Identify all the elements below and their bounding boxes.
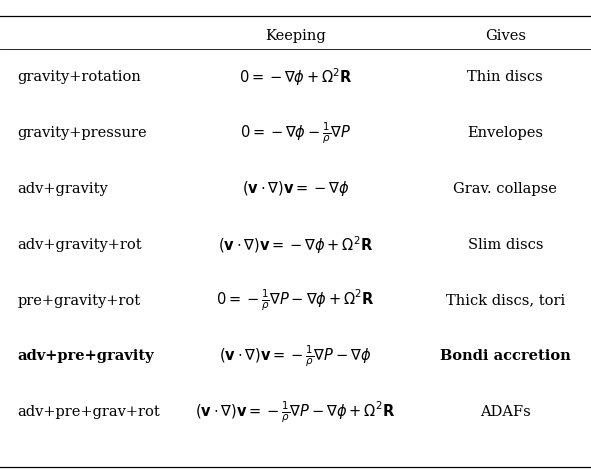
Text: adv+pre+grav+rot: adv+pre+grav+rot	[18, 404, 161, 418]
Text: Envelopes: Envelopes	[467, 126, 543, 140]
Text: $(\mathbf{v}\cdot\nabla)\mathbf{v} = -\nabla\phi + \Omega^2\mathbf{R}$: $(\mathbf{v}\cdot\nabla)\mathbf{v} = -\n…	[218, 233, 373, 255]
Text: Grav. collapse: Grav. collapse	[453, 181, 557, 196]
Text: Gives: Gives	[485, 29, 526, 43]
Text: $0 = -\nabla\phi - \frac{1}{\rho}\nabla P$: $0 = -\nabla\phi - \frac{1}{\rho}\nabla …	[240, 120, 351, 145]
Text: Bondi accretion: Bondi accretion	[440, 348, 571, 363]
Text: $(\mathbf{v}\cdot\nabla)\mathbf{v} = -\nabla\phi$: $(\mathbf{v}\cdot\nabla)\mathbf{v} = -\n…	[242, 179, 349, 198]
Text: $(\mathbf{v}\cdot\nabla)\mathbf{v} = -\frac{1}{\rho}\nabla P - \nabla\phi$: $(\mathbf{v}\cdot\nabla)\mathbf{v} = -\f…	[219, 343, 372, 368]
Text: Keeping: Keeping	[265, 29, 326, 43]
Text: ADAFs: ADAFs	[480, 404, 531, 418]
Text: adv+gravity+rot: adv+gravity+rot	[18, 237, 142, 251]
Text: adv+gravity: adv+gravity	[18, 181, 109, 196]
Text: pre+gravity+rot: pre+gravity+rot	[18, 293, 141, 307]
Text: $(\mathbf{v}\cdot\nabla)\mathbf{v} = -\frac{1}{\rho}\nabla P - \nabla\phi + \Ome: $(\mathbf{v}\cdot\nabla)\mathbf{v} = -\f…	[196, 399, 395, 424]
Text: Thin discs: Thin discs	[467, 70, 543, 84]
Text: Thick discs, tori: Thick discs, tori	[446, 293, 565, 307]
Text: gravity+pressure: gravity+pressure	[18, 126, 147, 140]
Text: $0 = -\frac{1}{\rho}\nabla P - \nabla\phi + \Omega^2\mathbf{R}$: $0 = -\frac{1}{\rho}\nabla P - \nabla\ph…	[216, 288, 375, 312]
Text: Slim discs: Slim discs	[467, 237, 543, 251]
Text: $0 = -\nabla\phi + \Omega^2\mathbf{R}$: $0 = -\nabla\phi + \Omega^2\mathbf{R}$	[239, 66, 352, 88]
Text: gravity+rotation: gravity+rotation	[18, 70, 142, 84]
Text: adv+pre+gravity: adv+pre+gravity	[18, 348, 154, 363]
